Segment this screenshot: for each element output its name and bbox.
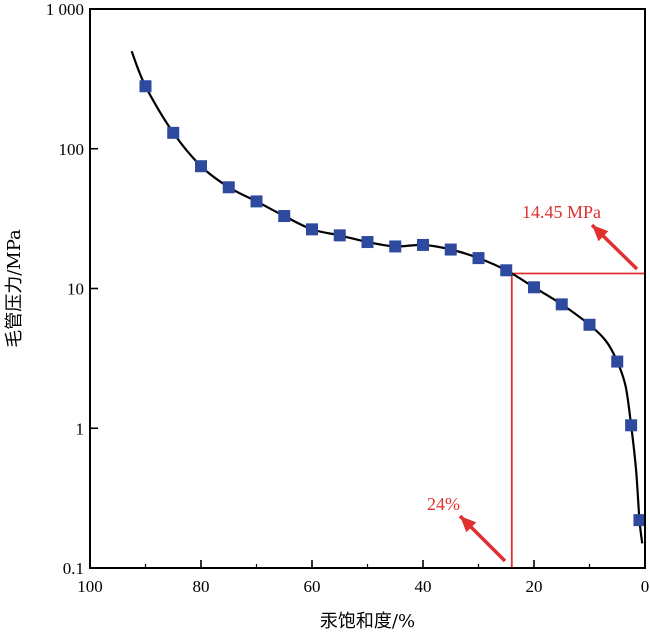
data-point xyxy=(250,195,263,208)
annotation-pressure-arrow-head xyxy=(592,225,609,242)
data-point xyxy=(361,236,374,249)
data-point xyxy=(389,240,402,253)
x-tick-label: 60 xyxy=(304,577,321,596)
data-point xyxy=(633,514,646,527)
y-tick-label: 0.1 xyxy=(63,559,84,578)
x-tick-label: 20 xyxy=(526,577,543,596)
data-point xyxy=(444,243,457,256)
data-point xyxy=(611,355,624,368)
y-axis-title: 毛管压力/MPa xyxy=(4,229,25,348)
data-point xyxy=(222,181,235,194)
annotation-saturation-arrow-head xyxy=(460,516,477,533)
y-tick-label: 1 xyxy=(76,419,85,438)
x-tick-label: 80 xyxy=(193,577,210,596)
x-tick-label: 100 xyxy=(77,577,103,596)
data-point xyxy=(625,419,638,432)
data-point xyxy=(333,229,346,242)
plot-frame xyxy=(89,8,646,569)
data-point xyxy=(167,126,180,139)
x-axis-title: 汞饱和度/% xyxy=(320,611,415,632)
y-tick-label: 10 xyxy=(67,280,84,299)
data-point xyxy=(583,318,596,331)
x-tick-label: 0 xyxy=(641,577,650,596)
data-point xyxy=(472,252,485,265)
x-axis: 100 80 60 40 20 0 xyxy=(77,560,649,596)
data-point xyxy=(306,223,318,236)
data-point xyxy=(278,210,291,223)
annotation-pressure-label: 14.45 MPa xyxy=(522,202,601,222)
fit-curve xyxy=(130,50,644,544)
y-tick-label: 1 000 xyxy=(46,0,84,19)
annotation-saturation-arrow xyxy=(458,514,507,563)
annotation-pressure-arrow xyxy=(590,223,639,271)
data-point xyxy=(555,298,568,311)
annotations: 14.45 MPa 24% xyxy=(427,202,639,563)
data-point xyxy=(417,238,429,251)
data-point xyxy=(139,80,152,93)
data-point xyxy=(500,264,513,277)
annotation-saturation-label: 24% xyxy=(427,494,460,514)
y-tick-label: 100 xyxy=(59,140,85,159)
data-markers xyxy=(139,80,646,527)
y-axis: 0.1 1 10 100 1 000 xyxy=(46,0,98,578)
data-point xyxy=(528,281,540,294)
data-point xyxy=(195,160,207,173)
reference-lines xyxy=(510,272,645,568)
x-tick-label: 40 xyxy=(415,577,432,596)
